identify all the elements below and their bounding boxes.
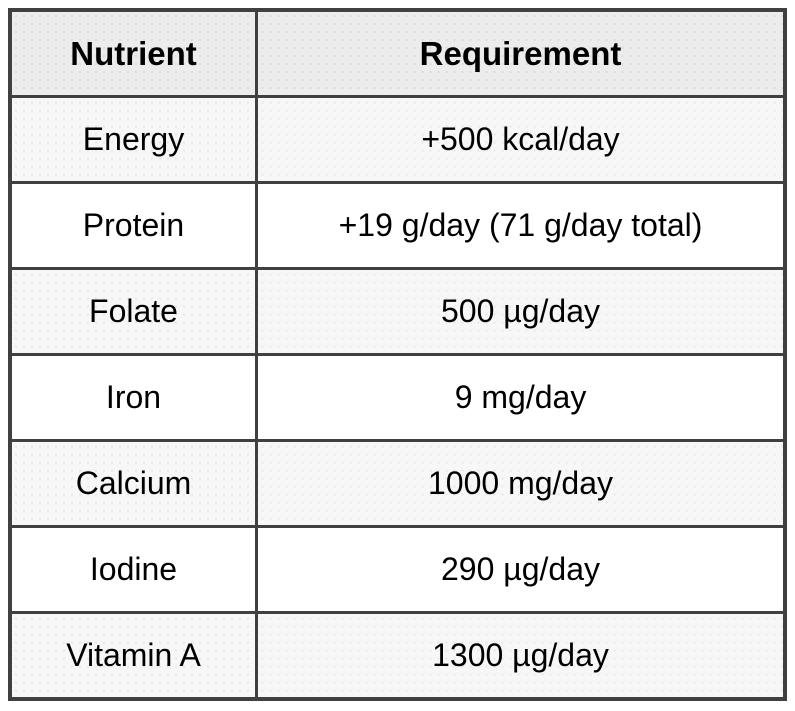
nutrient-cell: Iron: [8, 353, 258, 442]
requirement-cell: 9 mg/day: [255, 353, 787, 442]
nutrient-cell: Folate: [8, 267, 258, 356]
requirement-cell: +500 kcal/day: [255, 95, 787, 184]
nutrient-cell: Iodine: [8, 525, 258, 614]
nutrient-requirements-table: Nutrient Requirement Energy +500 kcal/da…: [8, 8, 787, 701]
table-row: Iodine 290 µg/day: [8, 525, 787, 614]
table-row: Iron 9 mg/day: [8, 353, 787, 442]
requirement-cell: 290 µg/day: [255, 525, 787, 614]
nutrient-cell: Protein: [8, 181, 258, 270]
requirement-cell: 500 µg/day: [255, 267, 787, 356]
requirement-cell: 1000 mg/day: [255, 439, 787, 528]
table-row: Folate 500 µg/day: [8, 267, 787, 356]
nutrient-cell: Calcium: [8, 439, 258, 528]
header-row: Nutrient Requirement: [8, 8, 787, 98]
table-row: Protein +19 g/day (71 g/day total): [8, 181, 787, 270]
table-row: Calcium 1000 mg/day: [8, 439, 787, 528]
nutrient-cell: Energy: [8, 95, 258, 184]
requirement-cell: +19 g/day (71 g/day total): [255, 181, 787, 270]
requirement-cell: 1300 µg/day: [255, 611, 787, 701]
column-header-nutrient: Nutrient: [8, 8, 258, 98]
column-header-requirement: Requirement: [255, 8, 787, 98]
table-row: Vitamin A 1300 µg/day: [8, 611, 787, 701]
table-row: Energy +500 kcal/day: [8, 95, 787, 184]
nutrient-cell: Vitamin A: [8, 611, 258, 701]
